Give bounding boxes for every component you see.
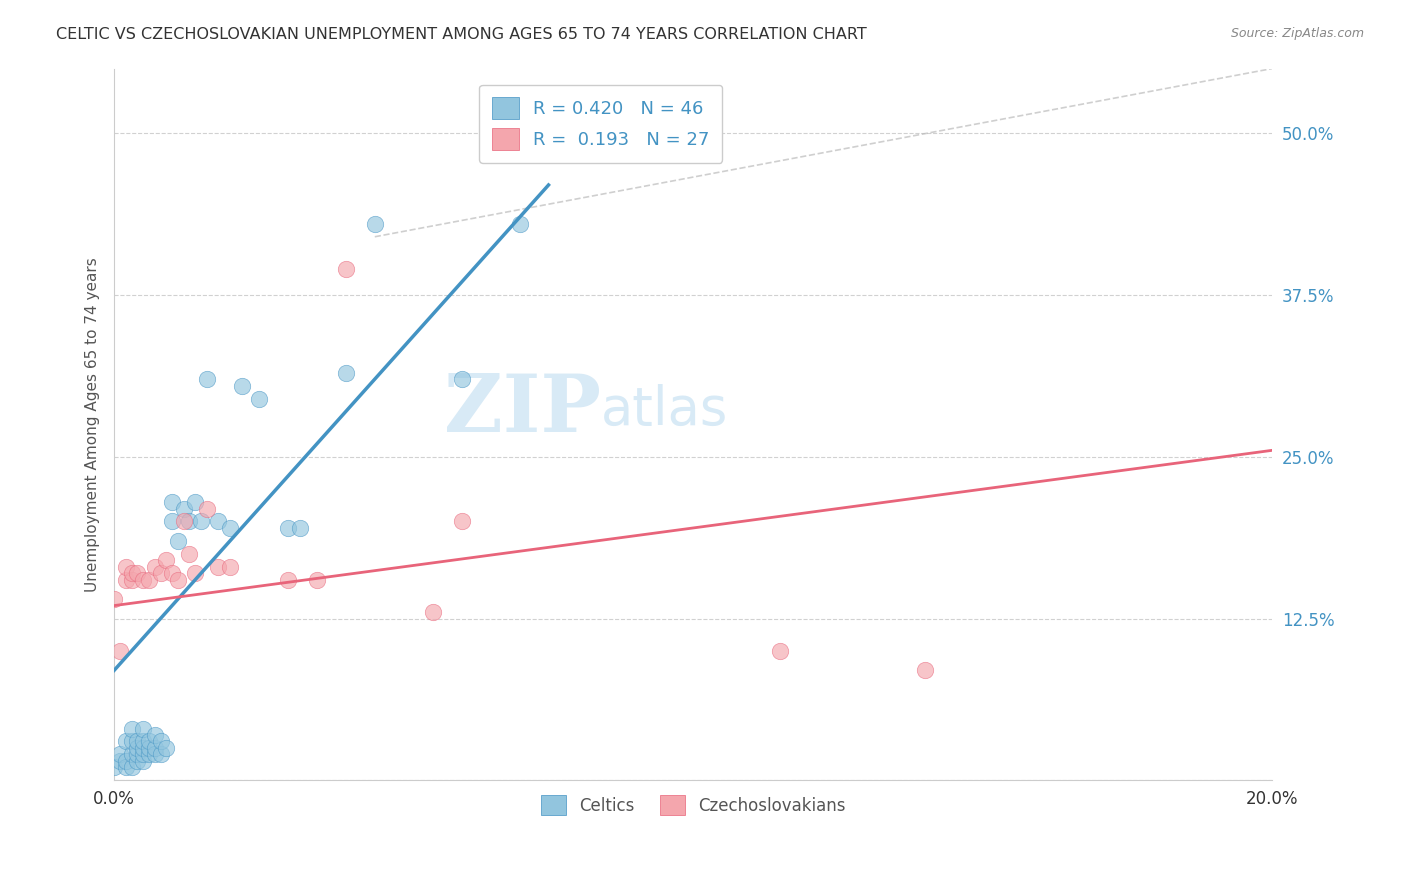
Point (127, 754, 149, 768)
Point (277, 573, 299, 587)
Legend: Celtics, Czechoslovakians: Celtics, Czechoslovakians (531, 785, 856, 825)
Point (121, 734, 143, 748)
Text: atlas: atlas (600, 384, 728, 436)
Point (114, 573, 136, 587)
Text: Source: ZipAtlas.com: Source: ZipAtlas.com (1230, 27, 1364, 40)
Point (160, 515, 183, 529)
Point (138, 734, 160, 748)
Point (219, 521, 242, 535)
Point (143, 728, 166, 742)
Point (173, 515, 195, 529)
Point (103, 592, 125, 607)
Point (108, 747, 131, 762)
Point (335, 262, 357, 277)
Point (155, 741, 177, 756)
Point (219, 559, 242, 574)
Point (769, 644, 792, 658)
Point (167, 573, 190, 587)
Point (155, 553, 177, 567)
Point (179, 515, 201, 529)
Point (143, 741, 166, 756)
Point (288, 521, 311, 535)
Point (450, 372, 472, 386)
Point (132, 754, 155, 768)
Point (190, 515, 212, 529)
Point (103, 760, 125, 774)
Point (121, 566, 143, 581)
Point (143, 559, 166, 574)
Point (108, 644, 131, 658)
Point (143, 747, 166, 762)
Point (149, 734, 172, 748)
Point (149, 566, 172, 581)
Point (114, 760, 136, 774)
Point (132, 734, 155, 748)
Point (108, 754, 131, 768)
Point (207, 559, 229, 574)
Point (121, 760, 143, 774)
Y-axis label: Unemployment Among Ages 65 to 74 years: Unemployment Among Ages 65 to 74 years (86, 257, 100, 591)
Point (422, 605, 444, 619)
Point (305, 573, 328, 587)
Point (121, 747, 143, 762)
Point (127, 566, 149, 581)
Point (195, 372, 218, 386)
Point (132, 747, 155, 762)
Point (509, 217, 531, 231)
Point (247, 392, 270, 406)
Point (167, 533, 190, 548)
Point (149, 747, 172, 762)
Point (364, 217, 387, 231)
Point (184, 495, 207, 509)
Point (127, 734, 149, 748)
Point (114, 754, 136, 768)
Point (231, 378, 253, 392)
Point (138, 741, 160, 756)
Point (138, 573, 160, 587)
Point (160, 566, 183, 581)
Point (114, 734, 136, 748)
Point (114, 559, 136, 574)
Text: ZIP: ZIP (444, 371, 600, 450)
Point (121, 722, 143, 736)
Point (138, 747, 160, 762)
Point (335, 366, 357, 380)
Text: CELTIC VS CZECHOSLOVAKIAN UNEMPLOYMENT AMONG AGES 65 TO 74 YEARS CORRELATION CHA: CELTIC VS CZECHOSLOVAKIAN UNEMPLOYMENT A… (56, 27, 868, 42)
Point (450, 515, 472, 529)
Point (127, 747, 149, 762)
Point (195, 501, 218, 516)
Point (132, 722, 155, 736)
Point (132, 741, 155, 756)
Point (179, 547, 201, 561)
Point (207, 515, 229, 529)
Point (914, 663, 936, 677)
Point (277, 521, 299, 535)
Point (184, 566, 207, 581)
Point (127, 741, 149, 756)
Point (173, 501, 195, 516)
Point (132, 573, 155, 587)
Point (121, 573, 143, 587)
Point (160, 495, 183, 509)
